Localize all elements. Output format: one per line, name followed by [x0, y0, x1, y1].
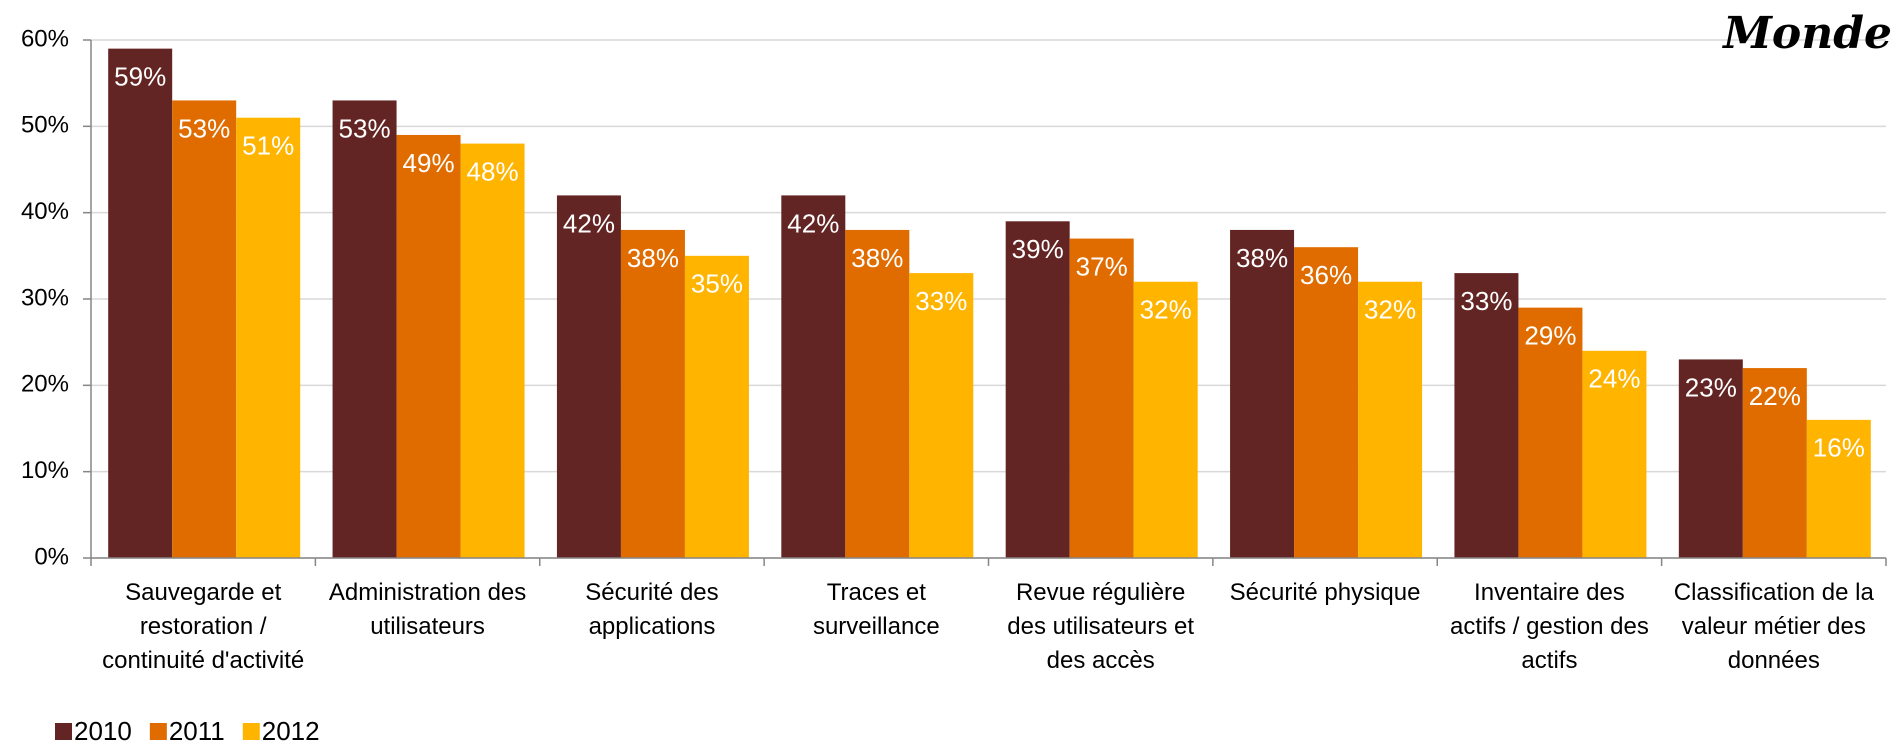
bar: [1582, 350, 1647, 558]
x-tick-label: Sécurité des applications: [585, 579, 719, 640]
value-label: 23%: [1685, 372, 1737, 402]
bar: [1069, 238, 1134, 559]
value-label: 29%: [1524, 321, 1576, 351]
x-tick-label: Administration des utilisateurs: [328, 579, 527, 640]
legend-swatch: [242, 723, 260, 740]
value-label: 37%: [1076, 251, 1128, 281]
value-label: 59%: [114, 62, 166, 92]
value-label: 42%: [787, 208, 839, 238]
x-tick-label: Traces et surveillance: [812, 579, 940, 640]
bar: [1133, 281, 1198, 558]
bar: [1806, 419, 1871, 558]
bar: [460, 143, 525, 558]
legend-swatch: [55, 723, 72, 740]
chart-title: Monde: [1723, 8, 1892, 59]
bar: [556, 195, 621, 558]
bar: [684, 255, 749, 559]
y-tick-label: 30%: [21, 284, 69, 311]
bar: [108, 48, 173, 559]
legend-label: 2011: [169, 716, 225, 744]
value-label: 32%: [1140, 295, 1192, 325]
y-tick-label: 10%: [21, 457, 69, 484]
bar: [236, 117, 301, 558]
x-tick-label: Revue régulière des utilisateurs et des …: [1007, 579, 1195, 674]
value-label: 49%: [403, 148, 455, 178]
value-label: 38%: [1236, 243, 1288, 273]
value-label: 24%: [1588, 364, 1640, 394]
bar: [1742, 368, 1807, 558]
legend-label: 2012: [262, 716, 320, 744]
y-tick-label: 0%: [34, 543, 69, 570]
y-tick-label: 50%: [21, 112, 69, 139]
value-label: 53%: [178, 113, 230, 143]
bar: [1294, 247, 1359, 558]
x-tick-label: Inventaire des actifs / gestion des acti…: [1450, 579, 1649, 674]
bar: [1005, 221, 1070, 559]
legend-label: 2010: [74, 716, 132, 744]
bar: [1358, 281, 1423, 558]
y-tick-label: 60%: [21, 25, 69, 52]
bar: [332, 100, 397, 558]
value-label: 38%: [851, 243, 903, 273]
x-tick-label: Sauvegarde et restoration / continuité d…: [102, 579, 305, 674]
x-tick-label: Sécurité physique: [1229, 579, 1421, 606]
legend-swatch: [149, 723, 167, 740]
bar: [172, 100, 237, 558]
bar: [620, 229, 685, 558]
bar: [845, 229, 910, 558]
y-tick-label: 20%: [21, 371, 69, 398]
y-tick-label: 40%: [21, 198, 69, 225]
x-tick-label: Classification de la valeur métier des d…: [1673, 579, 1874, 674]
value-label: 33%: [915, 286, 967, 316]
value-label: 38%: [627, 243, 679, 273]
value-label: 32%: [1364, 295, 1416, 325]
value-label: 42%: [563, 208, 615, 238]
value-label: 36%: [1300, 260, 1352, 290]
value-label: 22%: [1749, 381, 1801, 411]
value-label: 33%: [1460, 286, 1512, 316]
bar: [781, 195, 846, 558]
value-label: 39%: [1012, 234, 1064, 264]
bar: [1678, 359, 1743, 558]
bar: [1518, 307, 1583, 558]
value-label: 53%: [339, 113, 391, 143]
value-label: 16%: [1813, 433, 1865, 463]
value-label: 35%: [691, 269, 743, 299]
value-label: 51%: [242, 131, 294, 161]
bar: [396, 134, 461, 558]
bar: [1230, 229, 1295, 558]
bar: [909, 273, 974, 558]
bar: [1454, 273, 1519, 558]
value-label: 48%: [467, 156, 519, 186]
